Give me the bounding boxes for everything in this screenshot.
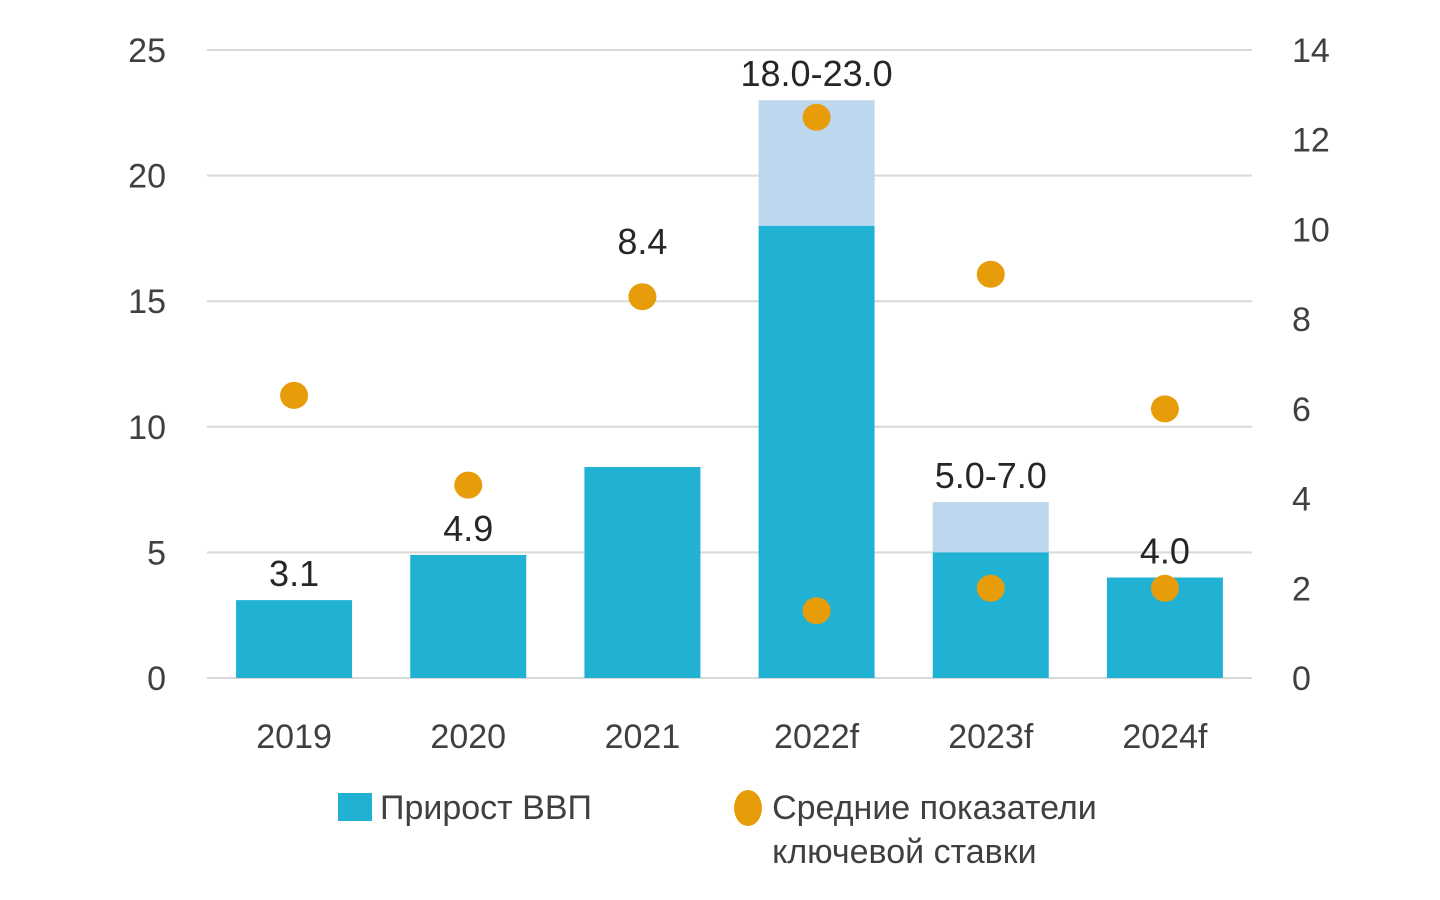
- right-tick-label: 0: [1292, 660, 1311, 698]
- point-2023f: [976, 260, 1005, 288]
- data-label: 3.1: [269, 553, 319, 594]
- left-tick-label: 15: [128, 283, 166, 321]
- scatter-points: [280, 103, 1179, 625]
- legend-gdp-label: Прирост ВВП: [380, 789, 592, 827]
- bar-2021: [584, 466, 701, 678]
- data-label: 4.0: [1140, 531, 1190, 572]
- data-labels: 3.1 4.9 8.4 18.0-23.0 5.0-7.0 4.0: [269, 53, 1190, 594]
- legend-dot-swatch: [734, 790, 763, 826]
- right-tick-label: 14: [1292, 32, 1330, 70]
- left-axis-ticks: 0 5 10 15 20 25: [128, 32, 166, 698]
- right-tick-label: 4: [1292, 481, 1311, 519]
- data-label: 8.4: [617, 221, 667, 262]
- point-2022f: [802, 597, 831, 625]
- point-2023f: [976, 574, 1005, 602]
- x-tick-label: 2021: [605, 718, 681, 756]
- data-label: 18.0-23.0: [741, 53, 893, 94]
- point-2024f: [1150, 574, 1179, 602]
- right-axis-ticks: 0 2 4 6 8 10 12 14: [1292, 32, 1330, 698]
- point-2022f: [802, 103, 831, 131]
- x-tick-label: 2020: [430, 718, 506, 756]
- bar-2023f: [932, 552, 1049, 678]
- point-2020: [454, 471, 483, 499]
- legend-key-rate-label: Средние показатели ключевой ставки: [772, 789, 1097, 871]
- bar-2019: [236, 600, 353, 678]
- right-tick-label: 12: [1292, 122, 1330, 160]
- point-2024f: [1150, 395, 1179, 423]
- right-tick-label: 10: [1292, 211, 1330, 249]
- right-tick-label: 6: [1292, 391, 1311, 429]
- legend-item-key-rate: Средние показатели ключевой ставки: [734, 786, 1154, 874]
- left-tick-label: 20: [128, 158, 166, 196]
- legend-bar-swatch: [338, 793, 372, 821]
- left-tick-label: 5: [147, 534, 166, 572]
- legend-item-gdp: Прирост ВВП: [338, 786, 592, 830]
- point-2021: [628, 283, 657, 311]
- bar-range-2023f: [932, 502, 1049, 553]
- left-tick-label: 10: [128, 409, 166, 447]
- x-tick-label: 2024f: [1122, 718, 1208, 756]
- right-tick-label: 2: [1292, 570, 1311, 608]
- bar-2020: [410, 554, 527, 678]
- x-tick-label: 2023f: [948, 718, 1034, 756]
- point-2019: [280, 381, 309, 409]
- data-label: 5.0-7.0: [935, 455, 1047, 496]
- x-tick-label: 2019: [256, 718, 332, 756]
- x-tick-label: 2022f: [774, 718, 860, 756]
- bars: [236, 100, 1223, 678]
- gridlines: [207, 49, 1252, 679]
- left-tick-label: 25: [128, 32, 166, 70]
- data-label: 4.9: [443, 508, 493, 549]
- left-tick-label: 0: [147, 660, 166, 698]
- right-tick-label: 8: [1292, 301, 1311, 339]
- x-axis-ticks: 2019 2020 2021 2022f 2023f 2024f: [256, 718, 1208, 756]
